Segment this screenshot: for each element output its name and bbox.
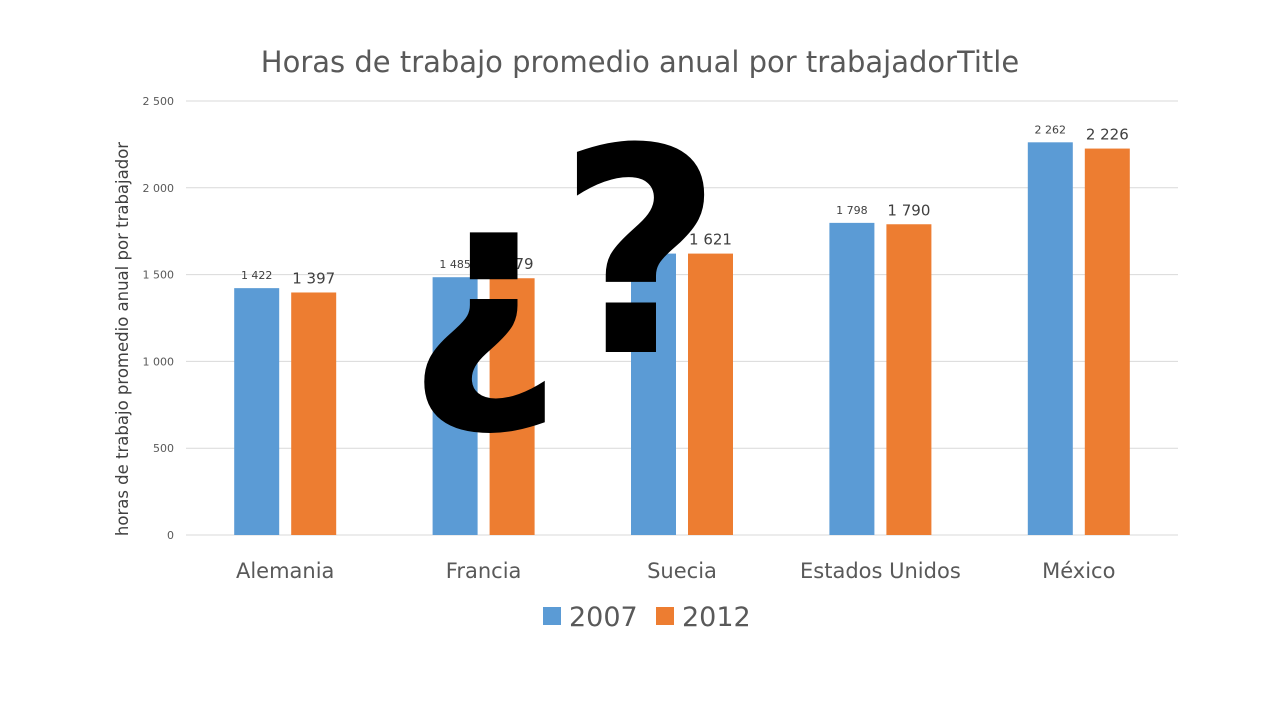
bar-2012 [291, 292, 337, 535]
data-label: 1 621 [689, 231, 732, 249]
bar-2007 [432, 277, 478, 535]
bar-2012 [688, 253, 733, 535]
x-axis-ticks: Alemania Francia Suecia Estados Unidos Méxic… [236, 559, 1115, 583]
data-label: 2 226 [1086, 126, 1129, 144]
bar-2012 [489, 278, 535, 535]
gridlines [186, 100, 1178, 536]
data-label: 1 798 [836, 204, 868, 217]
y-axis-ticks: 0 500 1 000 1 500 2 000 2 500 [143, 95, 175, 542]
legend-label: 2012 [682, 602, 751, 633]
question-mark: ? [557, 88, 722, 420]
data-label: 1 479 [491, 255, 534, 273]
y-tick-label: 0 [167, 529, 174, 542]
y-tick-label: 500 [153, 442, 174, 455]
y-tick-label: 2 500 [143, 95, 175, 108]
bar-2007 [829, 222, 875, 536]
bar-2012 [886, 224, 932, 536]
bars [234, 142, 1130, 536]
data-labels: 1 422 1 397 1 485 1 479 1 621 1 621 1 798 1 790… [241, 123, 1129, 287]
y-tick-label: 1 000 [143, 355, 175, 368]
data-label: 1 790 [887, 201, 930, 219]
bar-2007 [1027, 142, 1073, 535]
x-tick-label: Alemania [236, 559, 334, 583]
y-tick-label: 1 500 [143, 269, 175, 282]
x-tick-label: Francia [446, 559, 522, 583]
data-label: 1 422 [241, 269, 273, 282]
legend-label: 2007 [569, 602, 638, 633]
data-label: 1 485 [439, 258, 471, 271]
bar-2007 [631, 253, 676, 535]
x-tick-label: México [1042, 559, 1115, 583]
bar-2012 [1084, 148, 1130, 535]
x-tick-label: Suecia [647, 559, 717, 583]
data-label: 1 397 [292, 269, 335, 287]
x-tick-label: Estados Unidos [800, 559, 961, 583]
chart-title: Horas de trabajo promedio anual por trab… [261, 45, 1019, 79]
data-label: 1 621 [638, 235, 670, 248]
legend-swatch [543, 607, 561, 625]
bar-2007 [234, 288, 280, 535]
legend: 2007 2012 [543, 602, 751, 633]
y-tick-label: 2 000 [143, 182, 175, 195]
y-axis-label: horas de trabajo promedio anual por trab… [113, 142, 132, 536]
data-label: 2 262 [1035, 123, 1067, 136]
inverted-question-mark: ¿ [406, 129, 563, 444]
legend-swatch [656, 607, 674, 625]
